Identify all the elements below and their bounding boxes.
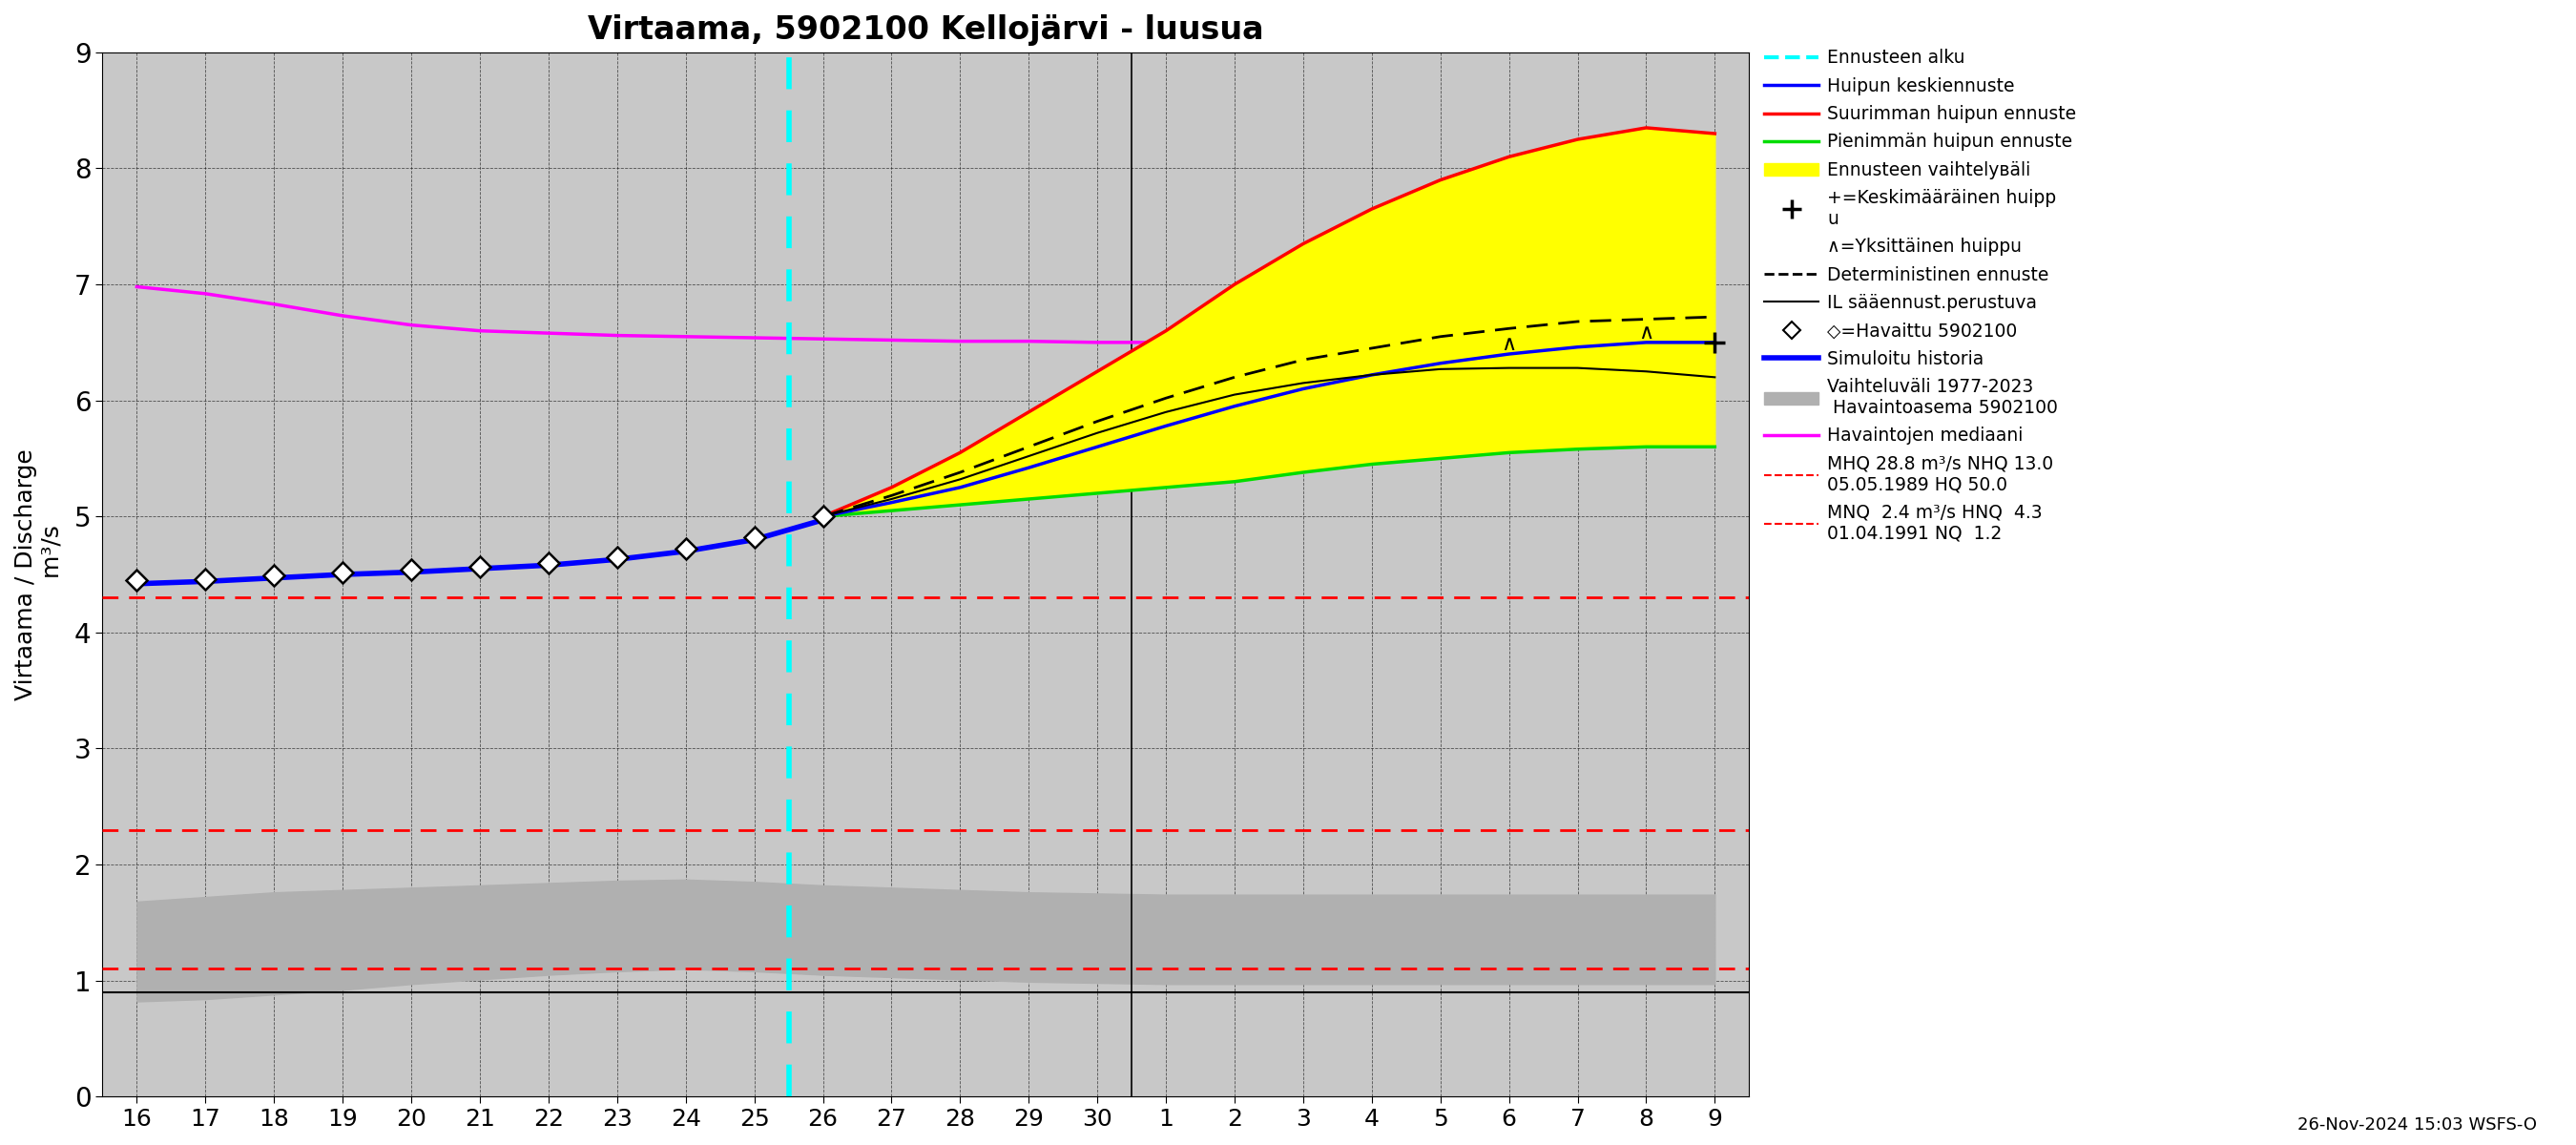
Text: 26-Nov-2024 15:03 WSFS-O: 26-Nov-2024 15:03 WSFS-O: [2298, 1116, 2537, 1134]
Y-axis label: Virtaama / Discharge
      m³/s: Virtaama / Discharge m³/s: [15, 449, 64, 701]
Title: Virtaama, 5902100 Kellojärvi - luusua: Virtaama, 5902100 Kellojärvi - luusua: [587, 14, 1265, 46]
Text: ∧: ∧: [1638, 323, 1654, 342]
Text: ∧: ∧: [1502, 335, 1517, 354]
Legend: Ennusteen alku, Huipun keskiennuste, Suurimman huipun ennuste, Pienimmän huipun : Ennusteen alku, Huipun keskiennuste, Suu…: [1757, 42, 2084, 550]
